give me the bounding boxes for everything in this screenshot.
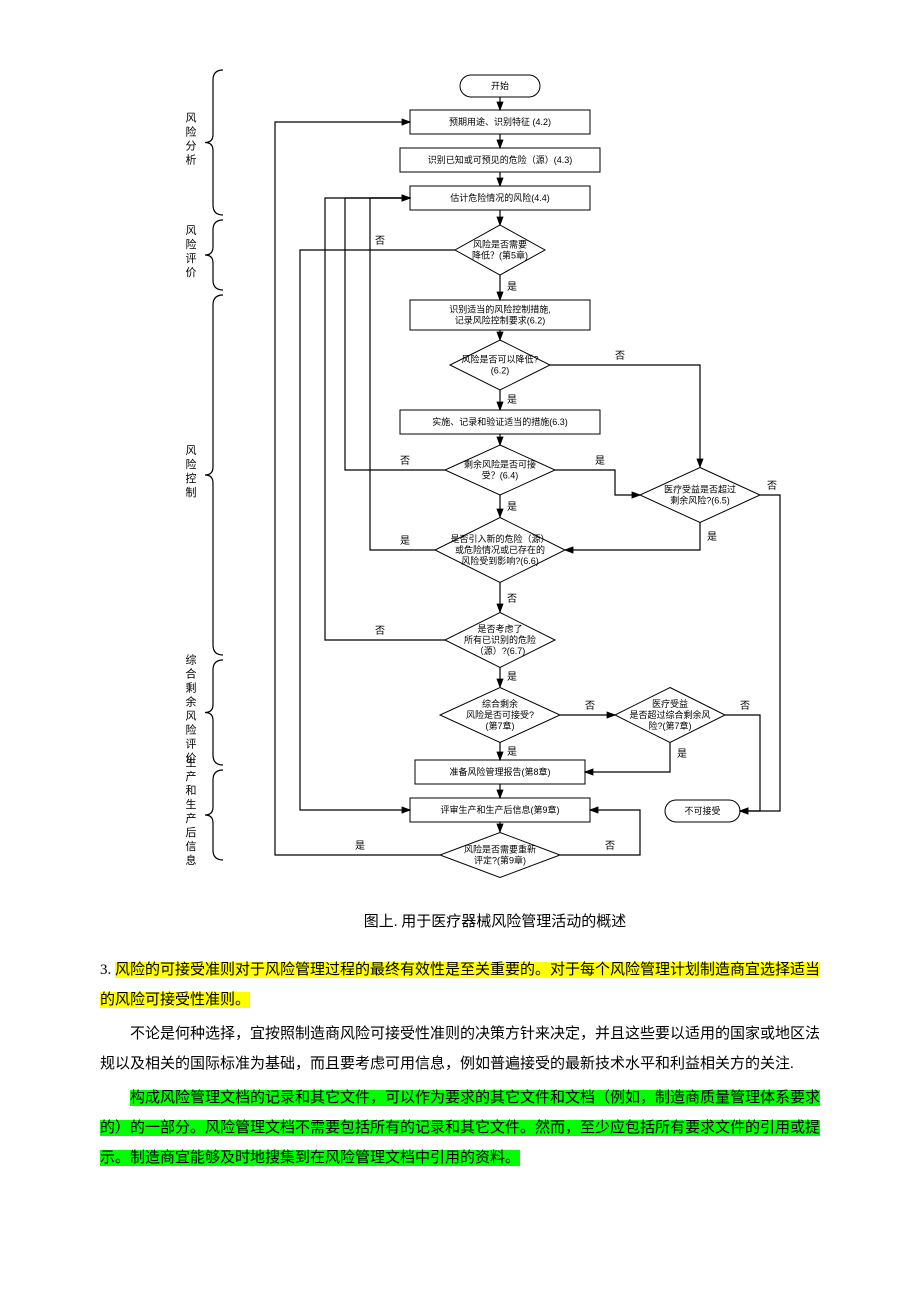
svg-text:是: 是 <box>507 394 517 406</box>
svg-text:产: 产 <box>186 811 197 825</box>
svg-text:风: 风 <box>186 112 197 125</box>
svg-text:开始: 开始 <box>491 80 509 91</box>
svg-text:风: 风 <box>186 710 197 723</box>
svg-text:风险受到影响?(6.6): 风险受到影响?(6.6) <box>461 555 539 566</box>
svg-text:是: 是 <box>400 535 410 547</box>
paragraph-5: 构成风险管理文档的记录和其它文件，可以作为要求的其它文件和文档（例如，制造商质量… <box>100 1083 820 1173</box>
svg-text:综合剩余: 综合剩余 <box>482 698 518 709</box>
svg-text:剩余风险是否可接: 剩余风险是否可接 <box>464 459 536 470</box>
flowchart-container: 风险分析风险评价风险控制综合剩余风险评价生产和生产后信息开始预期用途、识别特征 … <box>100 60 820 890</box>
svg-text:息: 息 <box>186 853 197 867</box>
svg-text:是否考虑了: 是否考虑了 <box>477 623 522 634</box>
svg-text:评: 评 <box>186 738 197 751</box>
svg-text:险: 险 <box>186 125 197 139</box>
svg-text:余: 余 <box>186 695 197 709</box>
svg-text:险: 险 <box>186 723 197 737</box>
svg-text:是: 是 <box>595 455 605 467</box>
svg-text:识别适当的风险控制措施,: 识别适当的风险控制措施, <box>449 304 551 315</box>
svg-text:否: 否 <box>605 840 615 852</box>
svg-text:预期用途、识别特征 (4.2): 预期用途、识别特征 (4.2) <box>449 116 551 127</box>
svg-text:估计危险情况的风险(4.4): 估计危险情况的风险(4.4) <box>450 192 550 203</box>
svg-text:是: 是 <box>707 531 717 543</box>
svg-text:医疗受益是否超过: 医疗受益是否超过 <box>664 484 736 495</box>
svg-text:或危险情况或已存在的: 或危险情况或已存在的 <box>455 544 545 555</box>
svg-text:是: 是 <box>507 501 517 513</box>
svg-text:医疗受益: 医疗受益 <box>652 698 688 709</box>
flowchart-diagram: 风险分析风险评价风险控制综合剩余风险评价生产和生产后信息开始预期用途、识别特征 … <box>120 60 800 890</box>
svg-text:风险是否可以降低?: 风险是否可以降低? <box>461 354 538 365</box>
svg-text:不可接受: 不可接受 <box>684 805 720 816</box>
svg-text:生: 生 <box>186 797 197 811</box>
svg-text:实施、记录和验证适当的措施(6.3): 实施、记录和验证适当的措施(6.3) <box>432 416 568 427</box>
svg-text:是: 是 <box>355 840 365 852</box>
list-number: 3. <box>100 962 111 978</box>
svg-text:控: 控 <box>186 471 197 485</box>
svg-text:剩余风险?(6.5): 剩余风险?(6.5) <box>670 495 730 506</box>
svg-text:价: 价 <box>186 266 197 279</box>
svg-text:识别已知或可预见的危险（源）(4.3): 识别已知或可预见的危险（源）(4.3) <box>428 154 573 165</box>
svg-text:生: 生 <box>186 755 197 769</box>
svg-text:信: 信 <box>186 840 197 853</box>
svg-text:析: 析 <box>186 153 197 167</box>
svg-text:否: 否 <box>375 235 385 247</box>
svg-text:降低？(第5章): 降低？(第5章) <box>472 250 528 261</box>
svg-text:后: 后 <box>186 826 197 839</box>
svg-text:是否超过综合剩余风: 是否超过综合剩余风 <box>629 709 710 720</box>
svg-text:是: 是 <box>507 746 517 758</box>
svg-text:制: 制 <box>186 486 197 499</box>
svg-text:分: 分 <box>186 140 197 153</box>
svg-text:评定?(第9章): 评定?(第9章) <box>474 855 526 866</box>
svg-text:综: 综 <box>186 653 197 667</box>
svg-text:否: 否 <box>585 700 595 712</box>
svg-text:否: 否 <box>400 455 410 467</box>
svg-text:否: 否 <box>767 480 777 492</box>
figure-caption: 图上. 用于医疗器械风险管理活动的概述 <box>170 910 820 931</box>
svg-text:产: 产 <box>186 769 197 783</box>
svg-text:剩: 剩 <box>186 682 197 695</box>
svg-text:风险是否可接受?: 风险是否可接受? <box>466 709 534 720</box>
highlighted-text-yellow: 风险的可接受准则对于风险管理过程的最终有效性是至关重要的。对于每个风险管理计划制… <box>100 962 820 1008</box>
svg-text:否: 否 <box>740 700 750 712</box>
svg-text:是: 是 <box>507 281 517 293</box>
svg-text:风: 风 <box>186 224 197 237</box>
svg-text:否: 否 <box>615 350 625 362</box>
highlighted-text-green: 构成风险管理文档的记录和其它文件，可以作为要求的其它文件和文档（例如，制造商质量… <box>100 1090 820 1166</box>
svg-text:评: 评 <box>186 252 197 265</box>
svg-text:险: 险 <box>186 237 197 251</box>
svg-text:是否引入新的危险（源）: 是否引入新的危险（源） <box>450 533 549 544</box>
svg-text:准备风险管理报告(第8章): 准备风险管理报告(第8章) <box>449 766 550 777</box>
paragraph-3: 3. 风险的可接受准则对于风险管理过程的最终有效性是至关重要的。对于每个风险管理… <box>100 955 820 1015</box>
svg-text:记录风险控制要求(6.2): 记录风险控制要求(6.2) <box>455 315 546 326</box>
svg-text:否: 否 <box>375 625 385 637</box>
svg-text:险: 险 <box>186 457 197 471</box>
svg-text:否: 否 <box>507 593 517 605</box>
document-page: 风险分析风险评价风险控制综合剩余风险评价生产和生产后信息开始预期用途、识别特征 … <box>0 0 920 1257</box>
svg-text:是: 是 <box>507 671 517 683</box>
svg-text:合: 合 <box>186 667 197 681</box>
svg-text:险?(第7章): 险?(第7章) <box>648 720 691 731</box>
svg-text:(6.2): (6.2) <box>491 366 510 376</box>
svg-text:风险是否需要: 风险是否需要 <box>473 239 527 250</box>
svg-text:受？(6.4): 受？(6.4) <box>482 470 519 481</box>
paragraph-4: 不论是何种选择，宜按照制造商风险可接受性准则的决策方针来决定，并且这些要以适用的… <box>100 1019 820 1079</box>
svg-text:和: 和 <box>186 784 197 797</box>
svg-text:(第7章): (第7章) <box>486 720 515 731</box>
svg-text:风: 风 <box>186 444 197 457</box>
svg-text:是: 是 <box>677 748 687 760</box>
svg-text:所有已识别的危险: 所有已识别的危险 <box>464 634 536 645</box>
svg-text:风险是否需要重新: 风险是否需要重新 <box>464 844 536 855</box>
svg-text:评审生产和生产后信息(第9章): 评审生产和生产后信息(第9章) <box>440 804 559 815</box>
svg-text:（源）?(6.7): （源）?(6.7) <box>475 646 526 656</box>
